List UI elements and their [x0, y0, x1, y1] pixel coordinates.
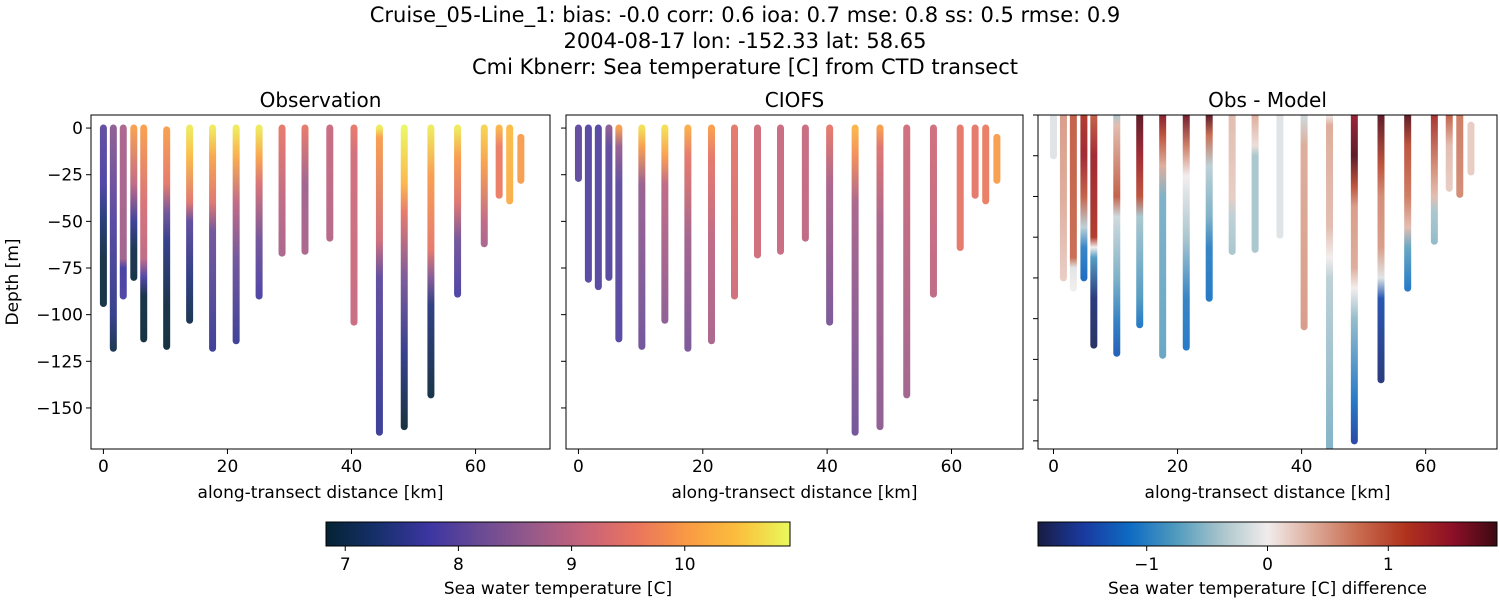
x-tick-label: 60: [941, 457, 963, 477]
colorbar-balance: −1 0 1 Sea water temperature [C] difference: [1037, 521, 1498, 599]
y-axis-label: Depth [m]: [3, 238, 23, 325]
x-tick-label: 20: [217, 457, 239, 477]
panel-title: Observation: [260, 88, 382, 112]
y-tick-label: 0: [72, 119, 83, 139]
panel-ciofs: 0 20 40 60 CIOFS along-transect distance [km]: [561, 88, 1024, 503]
x-tick-label: 0: [98, 457, 109, 477]
profiles: [1050, 115, 1475, 449]
colorbar-tick-label: 0: [1262, 555, 1273, 575]
y-tick-label: −25: [47, 166, 83, 186]
x-tick-label: 20: [1167, 457, 1189, 477]
x-tick-label: 40: [1291, 457, 1313, 477]
x-tick-label: 0: [573, 457, 584, 477]
colorbar-tick-label: 9: [566, 555, 577, 575]
colorbar-label: Sea water temperature [C] difference: [1108, 579, 1427, 599]
panel-title: Obs - Model: [1208, 88, 1327, 112]
y-tick-label: −50: [47, 212, 83, 232]
panel-obs-model: 0 20 40 60 Obs - Model along-transect distanc…: [1033, 88, 1498, 503]
colorbar-tick-label: −1: [1134, 555, 1159, 575]
axes-frame: [90, 114, 551, 450]
x-axis-label: along-transect distance [km]: [198, 483, 444, 503]
y-tick-label: −125: [36, 352, 83, 372]
figure-title-line-2: 2004-08-17 lon: -152.33 lat: 58.65: [564, 29, 927, 53]
figure-title-line-1: Cruise_05-Line_1: bias: -0.0 corr: 0.6 i…: [370, 3, 1121, 28]
figure-title-line-3: Cmi Kbnerr: Sea temperature [C] from CTD…: [472, 55, 1018, 79]
x-axis-label: along-transect distance [km]: [1145, 483, 1391, 503]
profiles: [574, 124, 1001, 436]
x-axis-label: along-transect distance [km]: [672, 483, 918, 503]
axes-frame: [1037, 114, 1498, 450]
y-tick-label: −75: [47, 259, 83, 279]
axes-frame: [565, 114, 1024, 450]
x-tick-label: 20: [692, 457, 714, 477]
panel-observation: 0 20 40 60 0 −25 −50 −75 −100 −125 −150 Observation…: [3, 88, 551, 503]
profiles: [99, 124, 525, 436]
panel-title: CIOFS: [765, 88, 824, 112]
x-tick-label: 60: [1415, 457, 1437, 477]
colorbar-gradient: [1037, 521, 1498, 547]
x-tick-label: 40: [341, 457, 363, 477]
x-tick-label: 40: [816, 457, 838, 477]
colorbar-tick-label: 7: [340, 555, 351, 575]
y-tick-label: −150: [36, 399, 83, 419]
x-tick-label: 60: [465, 457, 487, 477]
colorbar-tick-label: 10: [674, 555, 696, 575]
colorbar-tick-label: 8: [453, 555, 464, 575]
colorbar-tick-label: 1: [1383, 555, 1394, 575]
colorbar-label: Sea water temperature [C]: [444, 579, 672, 599]
y-tick-label: −100: [36, 306, 83, 326]
colorbar-gradient: [325, 521, 791, 547]
x-tick-label: 0: [1048, 457, 1059, 477]
